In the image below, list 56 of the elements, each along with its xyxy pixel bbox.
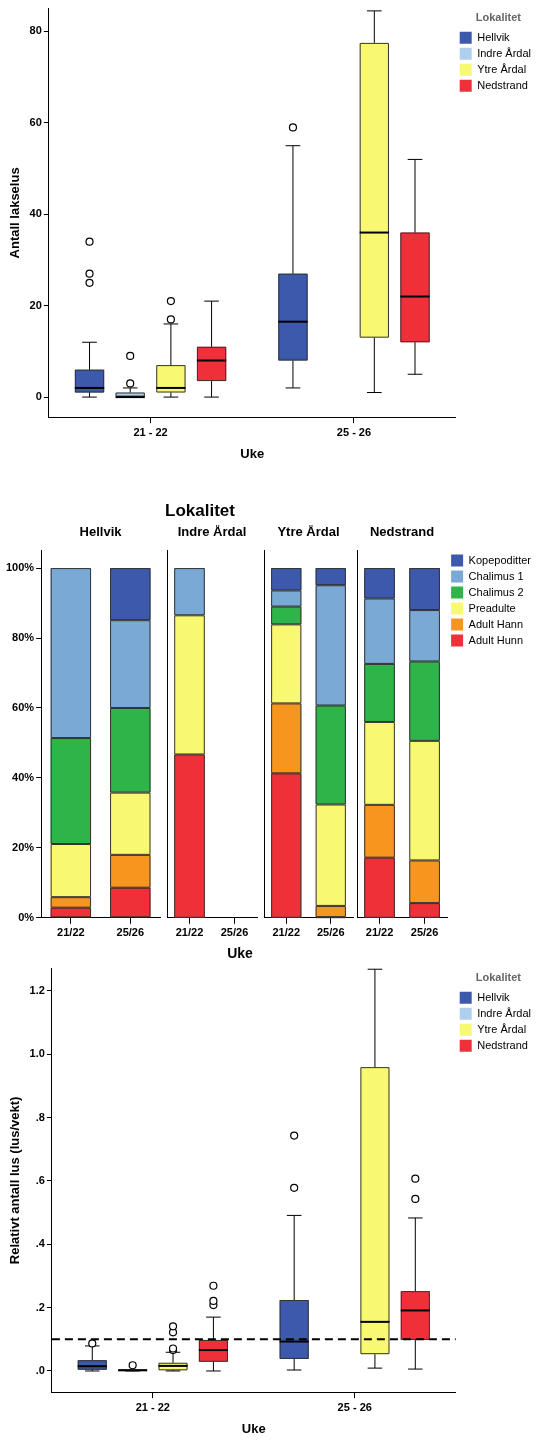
y-tick-label: 60%: [12, 701, 35, 713]
y-tick-label: 1.0: [29, 1047, 45, 1060]
y-tick-label: 20: [29, 298, 42, 311]
legend-label: Adult Hunn: [468, 633, 524, 646]
x-tick-label: 25 - 26: [337, 1400, 372, 1413]
x-tick-label: 21 - 22: [135, 1400, 170, 1413]
legend-label: Ytre Årdal: [477, 62, 527, 75]
text: Lokalitet: [164, 501, 236, 521]
y-tick-label: .8: [35, 1110, 45, 1123]
legend-label: Preadulte: [468, 601, 516, 614]
chart-title: Ytre Årdal: [277, 524, 340, 540]
legend-label: Indre Årdal: [477, 1006, 531, 1019]
x-tick-label: 21/22: [57, 926, 85, 939]
legend-label: Hellvik: [477, 30, 511, 43]
legend-label: Chalimus 1: [468, 569, 524, 582]
legend-title: Lokalitet: [475, 11, 522, 24]
x-axis-title: Uke: [241, 1420, 266, 1436]
legend-label: Kopepoditter: [468, 553, 532, 566]
y-tick-label: 80%: [12, 631, 35, 644]
x-tick-label: 21/22: [175, 926, 204, 939]
legend-label: Nedstrand: [477, 78, 528, 91]
legend-title: Lokalitet: [475, 971, 522, 984]
chart-title: Nedstrand: [369, 524, 435, 540]
y-tick-label: 1.2: [29, 983, 45, 996]
y-axis-title: Antall lakselus: [7, 167, 23, 259]
chart-title: Hellvik: [79, 524, 123, 540]
legend-label: Adult Hann: [468, 617, 524, 630]
legend-label: Hellvik: [477, 990, 511, 1003]
y-tick-label: .4: [35, 1237, 46, 1250]
y-tick-label: 40%: [12, 770, 35, 783]
y-tick-label: 40: [29, 207, 42, 220]
x-axis-title: Uke: [226, 945, 254, 961]
y-tick-label: .0: [35, 1364, 45, 1376]
chart-title: Indre Årdal: [177, 524, 247, 540]
x-tick-label: 21/22: [365, 926, 394, 939]
y-tick-label: .6: [35, 1173, 45, 1186]
legend-label: Indre Årdal: [477, 46, 531, 59]
legend-label: Ytre Årdal: [477, 1022, 527, 1035]
y-tick-label: 100%: [5, 561, 35, 574]
y-tick-label: .2: [35, 1300, 45, 1313]
legend-label: Chalimus 2: [468, 585, 524, 598]
y-tick-label: 20%: [12, 840, 35, 853]
y-tick-label: 80: [29, 24, 42, 37]
y-tick-label: 0%: [18, 910, 35, 923]
y-tick-label: 0: [35, 390, 42, 403]
x-tick-label: 25/26: [316, 926, 345, 939]
x-tick-label: 25 - 26: [336, 425, 372, 438]
y-axis-title: Relativt antall lus (lus/vekt): [7, 1096, 23, 1265]
x-tick-label: 25/26: [116, 926, 145, 939]
x-tick-label: 25/26: [410, 926, 439, 939]
x-tick-label: 21/22: [272, 926, 301, 939]
x-axis-title: Uke: [240, 445, 265, 461]
y-tick-label: 60: [29, 115, 42, 128]
legend-label: Nedstrand: [477, 1038, 528, 1051]
x-tick-label: 21 - 22: [133, 425, 168, 438]
x-tick-label: 25/26: [220, 926, 249, 939]
